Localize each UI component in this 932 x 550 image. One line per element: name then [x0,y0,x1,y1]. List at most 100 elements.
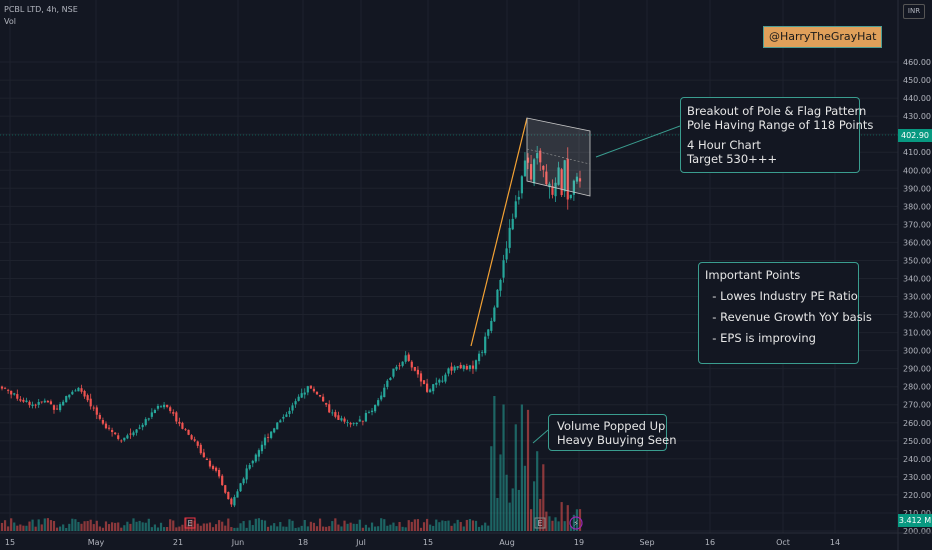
candle-body [43,400,46,403]
candle-body [129,433,132,435]
candle-body [248,465,251,469]
price-tick-label: 360.00 [903,238,931,247]
candle-body [135,429,138,433]
candle-body [273,428,276,433]
candle-body [74,390,77,392]
candle-body [551,186,554,195]
candle-body [126,435,129,439]
candle-body [398,365,401,367]
candle-body [294,401,297,405]
volume-bar [156,527,160,531]
flag-channel [526,117,591,197]
candle-body [441,380,444,382]
candle-body [328,404,331,413]
author-tag: @HarryTheGrayHat [763,26,883,48]
volume-bar [300,525,303,531]
symbol-title: PCBL LTD, 4h, NSE [4,5,78,14]
earnings-marker-2 [534,517,546,529]
volume-bar [309,521,312,531]
price-tick-label: 320.00 [903,311,931,320]
volume-bar [153,524,157,531]
volume-bar [98,526,101,531]
candle-body [419,373,423,382]
volume-bar [554,517,557,531]
candle-body [260,444,264,452]
volume-bar [120,527,123,531]
volume-bar [132,518,135,531]
pole-line [470,117,528,347]
candle-body [159,406,163,408]
currency-badge[interactable]: INR [903,4,925,19]
volume-bar [74,519,77,531]
volume-bar [202,523,205,531]
volume-bar [95,520,98,531]
volume-bar [529,509,533,531]
volume-bar [340,526,343,531]
price-tick-label: 450.00 [903,76,931,85]
price-tick-label: 290.00 [903,365,931,374]
volume-bar [159,522,163,531]
volume-bar [190,519,193,531]
volume-bar [422,522,426,531]
candle-body [40,401,43,403]
volume-bar [245,527,248,531]
earnings-marker-label: E [187,519,192,528]
volume-bar [325,526,328,531]
candle-body [358,419,361,422]
time-tick-label: Jun [231,538,245,547]
candle-body [251,460,254,464]
candle-body [450,366,453,371]
candle-body [291,405,294,411]
volume-bar [13,522,16,531]
time-tick-label: 15 [423,538,433,547]
volume-bar [343,520,346,531]
volume-bar [291,520,294,531]
flag-callout-line [595,125,681,158]
candle-body [572,180,575,195]
volume-bar [263,520,267,531]
volume-bar [499,454,502,531]
candle-body [242,478,245,484]
volume-bar [517,489,520,531]
candle-body [218,469,221,477]
candle-body [19,399,22,401]
candle-body [120,440,123,442]
volume-bar [337,524,340,531]
candle-body [245,468,248,480]
volume-bar [312,522,316,531]
candle-body [334,412,337,417]
volume-bar [563,521,566,531]
volume-bar [138,520,141,531]
candle-body [95,407,98,415]
volume-bar [468,519,472,531]
time-tick-label: Sep [639,538,654,547]
note-line: - Lowes Industry PE Ratio [705,289,858,303]
price-tick-label: 400.00 [903,166,931,175]
candle-body [169,407,172,412]
candle-body [349,423,352,425]
volume-bar [117,522,120,531]
flag-midline [526,148,591,165]
price-tick-label: 230.00 [903,473,931,482]
time-tick-label: 21 [173,538,183,547]
candle-body [456,366,459,368]
volume-bar [297,527,300,531]
candle-body [539,150,542,163]
candle-body [481,351,484,353]
candle-body [62,401,65,406]
candle-body [548,183,551,188]
candle-body [395,366,398,370]
volume-bar [178,526,181,531]
candle-body [156,405,160,409]
candle-body [214,467,218,471]
price-tick-label: 280.00 [903,383,931,392]
candle-body [181,422,184,429]
candle-body [80,388,83,392]
volume-bar [361,527,364,531]
candle-body [514,201,517,218]
price-tick-label: 200.00 [903,527,931,536]
dividend-icon-label: ⚡ [573,519,579,528]
candle-body [233,497,236,506]
volume-bar [59,526,62,531]
note-line: Volume Popped Up [557,419,666,433]
